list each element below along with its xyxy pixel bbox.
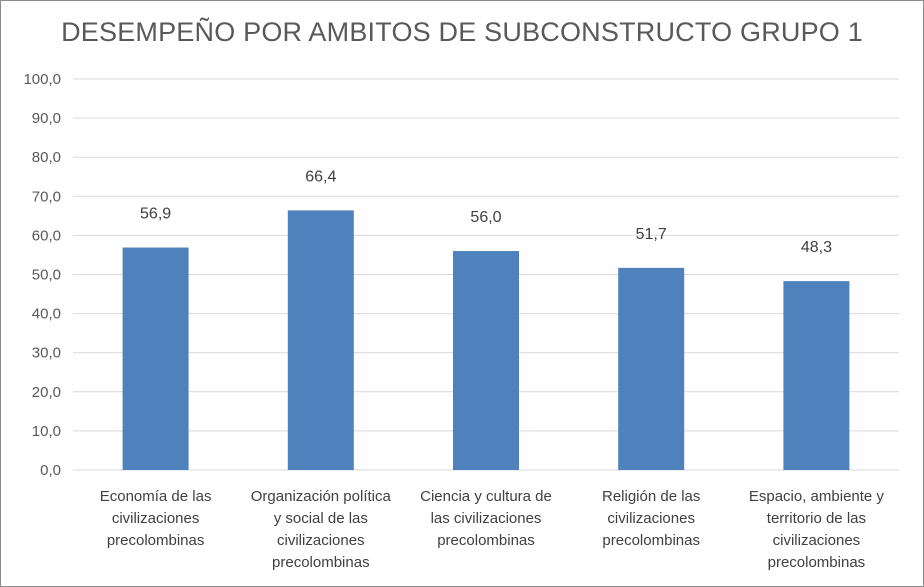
bar [618, 267, 685, 470]
category-label-line: Organización política [251, 488, 392, 505]
data-labels: 56,9 66,4 56,0 51,7 48,3 [140, 168, 832, 256]
y-tick-label: 100,0 [23, 71, 61, 88]
category-label: Ciencia y cultura de las civilizaciones pr… [420, 488, 552, 549]
category-label-line: civilizaciones [773, 532, 861, 549]
y-tick-label: 30,0 [32, 345, 61, 362]
data-label: 66,4 [305, 168, 336, 185]
category-label-line: Espacio, ambiente y [749, 488, 885, 505]
category-label: Religión de las civilizaciones precolombin… [602, 488, 700, 549]
y-tick-label: 70,0 [32, 188, 61, 205]
bar [783, 281, 850, 470]
bar [122, 247, 189, 470]
category-label-line: precolombinas [602, 532, 700, 549]
data-label: 56,9 [140, 206, 171, 223]
category-label-line: territorio de las [767, 510, 866, 527]
category-label-line: Ciencia y cultura de [420, 488, 552, 505]
category-label-line: precolombinas [437, 532, 535, 549]
bar [287, 210, 354, 470]
y-tick-label: 50,0 [32, 267, 61, 284]
data-label: 51,7 [636, 226, 667, 243]
category-label-line: Economía de las [100, 488, 212, 505]
y-tick-label: 20,0 [32, 384, 61, 401]
y-tick-label: 80,0 [32, 149, 61, 166]
data-label: 48,3 [801, 239, 832, 256]
category-label-line: y social de las [274, 510, 368, 527]
y-axis-tick-labels: 0,0 10,0 20,0 30,0 40,0 50,0 60,0 70,0 80,0 90,0 1… [23, 71, 61, 479]
category-label: Espacio, ambiente y territorio de las civi… [749, 488, 885, 571]
category-label-line: civilizaciones [112, 510, 200, 527]
category-label-line: civilizaciones [277, 532, 365, 549]
bar [453, 251, 519, 470]
y-tick-label: 90,0 [32, 110, 61, 127]
category-label-line: precolombinas [272, 554, 370, 571]
category-label: Economía de las civilizaciones precolombin… [100, 488, 212, 549]
x-axis-category-labels: Economía de las civilizaciones precolombin… [100, 488, 885, 571]
category-label: Organización política y social de las civi… [251, 488, 392, 571]
category-label-line: civilizaciones [607, 510, 695, 527]
category-label-line: precolombinas [107, 532, 205, 549]
category-label-line: Religión de las [602, 488, 700, 505]
category-label-line: las civilizaciones [431, 510, 542, 527]
category-label-line: precolombinas [768, 554, 866, 571]
chart-title: DESEMPEÑO POR AMBITOS DE SUBCONSTRUCTO G… [61, 17, 863, 47]
y-tick-label: 10,0 [32, 423, 61, 440]
y-tick-label: 0,0 [40, 462, 61, 479]
y-tick-label: 40,0 [32, 306, 61, 323]
data-label: 56,0 [470, 209, 501, 226]
bars [122, 210, 850, 470]
y-tick-label: 60,0 [32, 227, 61, 244]
